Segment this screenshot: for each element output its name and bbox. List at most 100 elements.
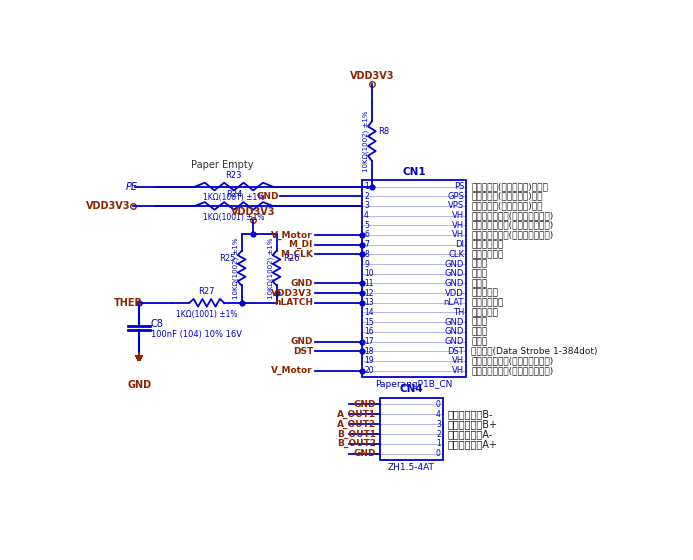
Text: Paper Empty: Paper Empty bbox=[191, 160, 254, 170]
Text: 10: 10 bbox=[364, 269, 374, 278]
Text: 打印地: 打印地 bbox=[471, 259, 487, 269]
Text: 2: 2 bbox=[364, 192, 369, 200]
Text: 打印地: 打印地 bbox=[471, 318, 487, 326]
Text: GND: GND bbox=[256, 192, 279, 200]
Text: B_OUT2: B_OUT2 bbox=[337, 439, 376, 449]
Text: 1: 1 bbox=[436, 440, 441, 449]
Text: 打印头驱动电源(加热板加热电压): 打印头驱动电源(加热板加热电压) bbox=[471, 211, 553, 220]
Text: A_OUT2: A_OUT2 bbox=[337, 419, 376, 429]
Text: 8: 8 bbox=[364, 250, 369, 259]
Text: VH: VH bbox=[452, 221, 464, 230]
Text: 打印头驱动电源(加热板加热电压): 打印头驱动电源(加热板加热电压) bbox=[471, 366, 553, 375]
Text: CN4: CN4 bbox=[399, 385, 423, 394]
Text: 打印头驱动电源(加热板加热电压): 打印头驱动电源(加热板加热电压) bbox=[471, 356, 553, 365]
Text: VDD: VDD bbox=[446, 288, 464, 297]
Text: B_OUT1: B_OUT1 bbox=[337, 430, 376, 438]
Text: 12: 12 bbox=[364, 288, 374, 297]
Text: 19: 19 bbox=[364, 356, 374, 365]
Text: 2: 2 bbox=[436, 430, 441, 438]
Text: 打印头驱动电源(加热板加热电压): 打印头驱动电源(加热板加热电压) bbox=[471, 221, 553, 230]
Text: 缺纸传感器(光电通断型)阳极: 缺纸传感器(光电通断型)阳极 bbox=[471, 202, 543, 211]
Text: M_DI: M_DI bbox=[288, 240, 313, 249]
Text: 打印数据输入: 打印数据输入 bbox=[471, 240, 503, 249]
Text: 4: 4 bbox=[364, 211, 369, 220]
Text: PaperangP1B_CN: PaperangP1B_CN bbox=[376, 380, 453, 389]
Text: 3: 3 bbox=[436, 419, 441, 428]
Text: nLAT: nLAT bbox=[444, 298, 464, 307]
Text: GND: GND bbox=[445, 269, 464, 278]
Text: 1KΩ(100T) ±1%: 1KΩ(100T) ±1% bbox=[203, 193, 265, 203]
Text: V_Motor: V_Motor bbox=[271, 230, 313, 240]
Text: 13: 13 bbox=[364, 298, 374, 307]
Text: VH: VH bbox=[452, 211, 464, 220]
Text: GND: GND bbox=[445, 328, 464, 337]
Text: 3: 3 bbox=[364, 202, 369, 211]
Text: VDD3V3: VDD3V3 bbox=[349, 71, 394, 81]
Text: GND: GND bbox=[445, 318, 464, 326]
Text: 16: 16 bbox=[364, 328, 374, 337]
Text: 1: 1 bbox=[364, 182, 369, 191]
Text: R23: R23 bbox=[226, 171, 242, 180]
Text: V_Motor: V_Motor bbox=[271, 366, 313, 375]
Text: 10KΩ(1002) ±1%: 10KΩ(1002) ±1% bbox=[267, 237, 274, 299]
Text: 1KΩ(1001) ±1%: 1KΩ(1001) ±1% bbox=[203, 213, 265, 222]
Text: VDD3V3: VDD3V3 bbox=[272, 288, 313, 297]
Text: DI: DI bbox=[455, 240, 464, 249]
Text: 步进电机相位B+: 步进电机相位B+ bbox=[448, 419, 498, 429]
Text: R27: R27 bbox=[198, 287, 215, 296]
Text: VH: VH bbox=[452, 366, 464, 375]
Text: GND: GND bbox=[353, 449, 376, 458]
Text: 17: 17 bbox=[364, 337, 374, 346]
Text: VH: VH bbox=[452, 231, 464, 240]
Text: 数据锁存控制: 数据锁存控制 bbox=[471, 298, 503, 307]
Text: 打印地: 打印地 bbox=[471, 269, 487, 278]
Text: 15: 15 bbox=[364, 318, 374, 326]
Text: R25: R25 bbox=[219, 254, 236, 263]
Text: M_CLK: M_CLK bbox=[280, 250, 313, 259]
Text: VPS: VPS bbox=[448, 202, 464, 211]
Text: 5: 5 bbox=[364, 221, 369, 230]
Text: CLK: CLK bbox=[448, 250, 464, 259]
Bar bbox=[362, 180, 466, 377]
Text: 选通脉冲(Data Strobe 1-384dot): 选通脉冲(Data Strobe 1-384dot) bbox=[471, 347, 597, 356]
Text: R24: R24 bbox=[226, 190, 242, 199]
Text: VDD3V3: VDD3V3 bbox=[87, 201, 131, 211]
Text: GND: GND bbox=[128, 380, 151, 390]
Text: GND: GND bbox=[353, 400, 376, 409]
Text: PE: PE bbox=[125, 181, 137, 192]
Text: A_OUT1: A_OUT1 bbox=[337, 410, 376, 419]
Text: 逻辑电源端: 逻辑电源端 bbox=[471, 288, 498, 297]
Text: GND: GND bbox=[290, 279, 313, 288]
Text: 打印时钟输入: 打印时钟输入 bbox=[471, 250, 503, 259]
Text: R8: R8 bbox=[378, 127, 389, 137]
Text: VDD3V3: VDD3V3 bbox=[231, 207, 276, 217]
Text: CN1: CN1 bbox=[402, 166, 426, 176]
Text: 打印地: 打印地 bbox=[471, 337, 487, 346]
Text: PS: PS bbox=[454, 182, 464, 191]
Text: 10KΩ(1002) ±1%: 10KΩ(1002) ±1% bbox=[362, 110, 369, 172]
Text: 7: 7 bbox=[364, 240, 369, 249]
Text: 6: 6 bbox=[364, 231, 369, 240]
Text: 热敏电阵端: 热敏电阵端 bbox=[471, 308, 498, 317]
Text: 打印地: 打印地 bbox=[471, 328, 487, 337]
Text: 1KΩ(1001) ±1%: 1KΩ(1001) ±1% bbox=[176, 310, 238, 319]
Text: 10KΩ(1002) ±1%: 10KΩ(1002) ±1% bbox=[232, 237, 238, 299]
Text: 9: 9 bbox=[364, 259, 369, 269]
Text: THER: THER bbox=[114, 298, 143, 308]
Text: 步进电机相位B-: 步进电机相位B- bbox=[448, 409, 493, 419]
Bar bbox=[380, 398, 443, 460]
Text: 11: 11 bbox=[364, 279, 374, 288]
Text: DST: DST bbox=[292, 347, 313, 356]
Text: 0: 0 bbox=[436, 449, 441, 458]
Text: nLATCH: nLATCH bbox=[274, 298, 313, 307]
Text: DST: DST bbox=[447, 347, 464, 356]
Text: GND: GND bbox=[445, 279, 464, 288]
Text: 4: 4 bbox=[436, 410, 441, 419]
Text: 缺纸传感器(光电通断型)阴极: 缺纸传感器(光电通断型)阴极 bbox=[471, 192, 543, 200]
Text: VH: VH bbox=[452, 356, 464, 365]
Text: ZH1.5-4AT: ZH1.5-4AT bbox=[388, 463, 435, 472]
Text: 14: 14 bbox=[364, 308, 374, 317]
Text: 缺纸传感器(光电通断型)集电极: 缺纸传感器(光电通断型)集电极 bbox=[471, 182, 548, 191]
Text: TH: TH bbox=[453, 308, 464, 317]
Text: C8: C8 bbox=[151, 319, 164, 329]
